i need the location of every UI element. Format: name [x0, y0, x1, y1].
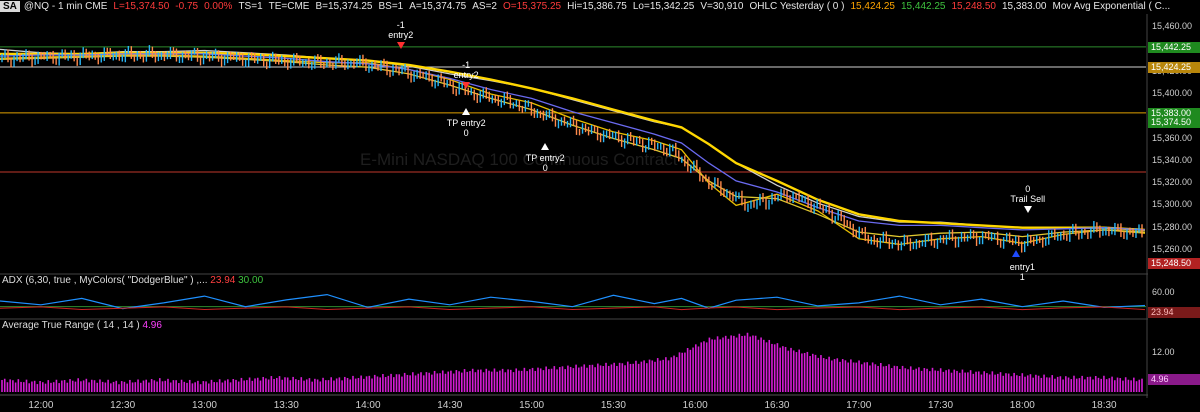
- time-axis-label: 16:30: [764, 400, 790, 411]
- adx-tag: 23.94: [1148, 307, 1200, 318]
- ma-line: [0, 53, 1146, 231]
- trade-annotation: -1 entry2: [454, 60, 479, 80]
- ask-size: AS=2: [472, 1, 497, 12]
- adx-indicator: [0, 293, 1146, 311]
- annotation-line-2: entry2: [388, 30, 414, 40]
- ohlc-close: 15,383.00: [1001, 1, 1047, 12]
- time-axis-label: 18:30: [1091, 400, 1117, 411]
- pct-change: 0.00%: [204, 1, 233, 12]
- atr-title: Average True Range ( 14 , 14 ) 4.96: [2, 320, 162, 331]
- price-tag: 15,248.50: [1148, 257, 1200, 269]
- atr-title-text: Average True Range ( 14 , 14 ): [2, 320, 140, 331]
- annotation-line-1: -1: [396, 20, 405, 30]
- ma-line: [0, 55, 1146, 238]
- ohlc-label: OHLC Yesterday ( 0 ): [749, 1, 845, 12]
- price-tag: 15,374.50: [1148, 117, 1200, 129]
- trail-arrow-icon: [1023, 206, 1032, 213]
- time-axis-label: 12:00: [28, 400, 54, 411]
- adx-value-2: 30.00: [238, 275, 264, 286]
- ohlc-high: 15,442.25: [900, 1, 946, 12]
- atr-value: 4.96: [142, 320, 162, 331]
- bid-value: B=15,374.25: [315, 1, 373, 12]
- price-axis-label: 15,280.00: [1152, 221, 1193, 232]
- annotation-line-1: 0: [1025, 184, 1031, 194]
- trade-annotation: TP entry2 0: [447, 118, 486, 138]
- cover-arrow-icon: [462, 108, 471, 115]
- price-axis-label: 15,300.00: [1152, 199, 1193, 210]
- annotation-line-2: Trail Sell: [1010, 194, 1046, 204]
- adx-value-1: 23.94: [210, 275, 236, 286]
- price-axis-label: 15,260.00: [1152, 243, 1193, 254]
- mov-avg-label: Mov Avg Exponential ( C...: [1052, 1, 1171, 12]
- time-axis-label: 13:30: [273, 400, 299, 411]
- buy-arrow-icon: [1012, 250, 1021, 257]
- annotation-line-1: entry1: [1009, 262, 1035, 272]
- ts-value: TS=1: [238, 1, 263, 12]
- ma-line: [0, 51, 1146, 232]
- price-tag: 15,442.25: [1148, 41, 1200, 53]
- ma-line: [0, 48, 1146, 231]
- price-tag: 15,424.25: [1148, 61, 1200, 73]
- low-value: Lo=15,342.25: [632, 1, 695, 12]
- last-price: L=15,374.50: [113, 1, 170, 12]
- open-value: O=15,375.25: [502, 1, 562, 12]
- adx-title-text: ADX (6,30, true , MyColors( "DodgerBlue"…: [2, 275, 208, 286]
- price-bars: [1, 45, 1143, 253]
- atr-tag: 4.96: [1148, 374, 1200, 385]
- trade-annotation: -1 entry2: [388, 20, 413, 40]
- price-axis-label: 15,400.00: [1152, 87, 1193, 98]
- grid-layer: E-Mini NASDAQ 100 Continuous Contract: [0, 14, 1148, 398]
- time-axis-label: 13:00: [191, 400, 217, 411]
- te-value: TE=CME: [268, 1, 310, 12]
- price-levels: [0, 46, 1146, 173]
- adx-di-line: [0, 306, 1146, 311]
- time-axis-label: 12:30: [110, 400, 136, 411]
- annotation-line-2: 0: [463, 128, 469, 138]
- adx-axis-label: 60.00: [1152, 287, 1175, 297]
- price-axis-label: 15,460.00: [1152, 21, 1193, 32]
- chart-header: SA @NQ - 1 min CME L=15,374.50 -0.75 0.00% TS…: [0, 0, 1200, 14]
- price-axis-label: 15,340.00: [1152, 154, 1193, 165]
- price-axis-label: 15,320.00: [1152, 177, 1193, 188]
- trade-annotation: TP entry2 0: [526, 153, 565, 173]
- volume-value: V=30,910: [700, 1, 744, 12]
- sell-arrow-icon: [462, 82, 471, 89]
- time-axis-label: 15:30: [600, 400, 626, 411]
- atr-axis-label: 12.00: [1152, 347, 1175, 357]
- trade-annotation: 0 Trail Sell: [1010, 184, 1045, 204]
- bid-size: BS=1: [378, 1, 404, 12]
- ohlc-open: 15,424.25: [850, 1, 895, 12]
- high-value: Hi=15,386.75: [567, 1, 627, 12]
- price-tag: 15,383.00: [1148, 107, 1200, 119]
- time-axis-label: 14:00: [355, 400, 381, 411]
- time-axis-label: 16:00: [682, 400, 708, 411]
- symbol-badge[interactable]: SA: [0, 1, 20, 12]
- sell-arrow-icon: [396, 42, 405, 49]
- time-axis-label: 17:00: [846, 400, 872, 411]
- annotation-line-2: 0: [542, 163, 548, 173]
- time-axis-label: 17:30: [928, 400, 954, 411]
- adx-title: ADX (6,30, true , MyColors( "DodgerBlue"…: [2, 275, 263, 286]
- time-axis-label: 15:00: [519, 400, 545, 411]
- ohlc-low: 15,248.50: [951, 1, 996, 12]
- annotation-line-1: -1: [462, 60, 471, 70]
- atr-histogram: [1, 332, 1143, 392]
- annotation-line-1: TP entry2: [525, 153, 565, 163]
- time-axis-label: 14:30: [437, 400, 463, 411]
- cover-arrow-icon: [541, 143, 550, 150]
- ask-value: A=15,374.75: [409, 1, 467, 12]
- annotation-line-2: 1: [1019, 272, 1025, 282]
- adx-line: [0, 293, 1146, 310]
- net-change: -0.75: [175, 1, 199, 12]
- symbol-name: @NQ - 1 min CME: [23, 1, 108, 12]
- annotation-line-2: entry2: [453, 70, 479, 80]
- moving-averages: [0, 48, 1146, 246]
- time-axis-label: 18:00: [1009, 400, 1035, 411]
- price-axis-label: 15,360.00: [1152, 132, 1193, 143]
- annotation-line-1: TP entry2: [446, 118, 486, 128]
- watermark-text: E-Mini NASDAQ 100 Continuous Contract: [360, 150, 678, 169]
- trade-annotation: entry1 1: [1010, 262, 1035, 282]
